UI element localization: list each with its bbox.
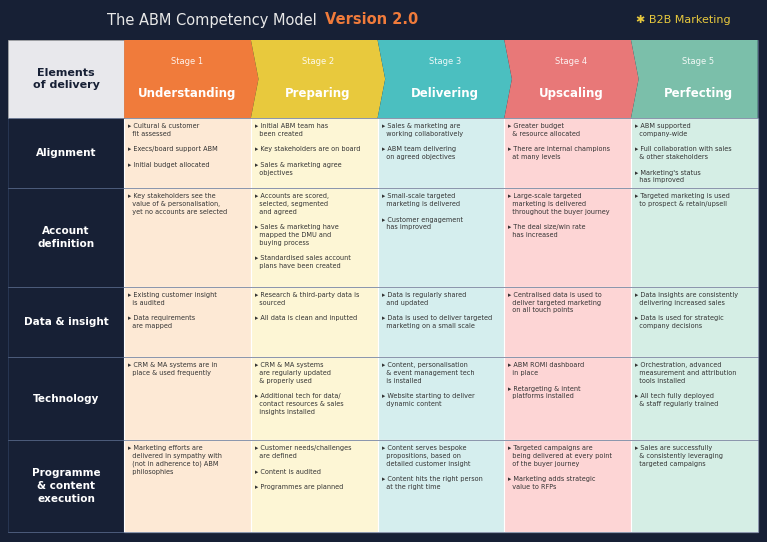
- Text: Preparing: Preparing: [285, 87, 351, 100]
- Bar: [8, 441, 124, 532]
- Text: Technology: Technology: [33, 394, 99, 404]
- Bar: [124, 357, 251, 441]
- Text: ▸ CRM & MA systems
  are regularly updated
  & properly used

▸ Additional tech : ▸ CRM & MA systems are regularly updated…: [255, 363, 344, 415]
- Text: Stage 4: Stage 4: [555, 57, 588, 66]
- Bar: [8, 189, 124, 287]
- Text: Data & insight: Data & insight: [24, 317, 108, 327]
- Text: Version 2.0: Version 2.0: [325, 12, 418, 28]
- Text: ▸ Targeted marketing is used
  to prospect & retain/upsell: ▸ Targeted marketing is used to prospect…: [635, 193, 730, 207]
- Text: Alignment: Alignment: [36, 148, 97, 158]
- Bar: [377, 189, 505, 287]
- Text: ▸ ABM ROMI dashboard
  in place

▸ Retargeting & intent
  platforms installed: ▸ ABM ROMI dashboard in place ▸ Retarget…: [509, 363, 584, 399]
- Bar: [251, 441, 377, 532]
- Text: ▸ Targeted campaigns are
  being delivered at every point
  of the buyer journey: ▸ Targeted campaigns are being delivered…: [509, 446, 612, 490]
- Bar: [124, 189, 251, 287]
- FancyBboxPatch shape: [8, 40, 124, 118]
- Text: Stage 1: Stage 1: [172, 57, 203, 66]
- Bar: [505, 189, 631, 287]
- Text: Stage 3: Stage 3: [429, 57, 461, 66]
- Bar: [377, 118, 505, 189]
- Bar: [631, 118, 758, 189]
- Text: ▸ Large-scale targeted
  marketing is delivered
  throughout the buyer journey

: ▸ Large-scale targeted marketing is deli…: [509, 193, 610, 238]
- Text: ▸ Orchestration, advanced
  measurement and attribution
  tools installed

▸ All: ▸ Orchestration, advanced measurement an…: [635, 363, 736, 407]
- Text: Delivering: Delivering: [411, 87, 479, 100]
- Bar: [631, 287, 758, 357]
- Bar: [377, 357, 505, 441]
- Text: ▸ Initial ABM team has
  been created

▸ Key stakeholders are on board

▸ Sales : ▸ Initial ABM team has been created ▸ Ke…: [255, 123, 360, 176]
- Text: Stage 2: Stage 2: [302, 57, 334, 66]
- Text: ▸ CRM & MA systems are in
  place & used frequently: ▸ CRM & MA systems are in place & used f…: [128, 363, 218, 376]
- Bar: [251, 287, 377, 357]
- Bar: [505, 118, 631, 189]
- Bar: [8, 287, 124, 357]
- Text: ▸ Existing customer insight
  is audited

▸ Data requirements
  are mapped: ▸ Existing customer insight is audited ▸…: [128, 292, 217, 329]
- Bar: [377, 441, 505, 532]
- Bar: [124, 118, 251, 189]
- Text: Programme
& content
execution: Programme & content execution: [31, 468, 100, 505]
- Bar: [124, 441, 251, 532]
- Bar: [631, 189, 758, 287]
- Text: ▸ Sales are successfully
  & consistently leveraging
  targeted campaigns: ▸ Sales are successfully & consistently …: [635, 446, 723, 467]
- Text: ▸ Marketing efforts are
  delivered in sympathy with
  (not in adherence to) ABM: ▸ Marketing efforts are delivered in sym…: [128, 446, 222, 475]
- Polygon shape: [377, 40, 512, 118]
- Polygon shape: [505, 40, 639, 118]
- Bar: [8, 357, 124, 441]
- Bar: [124, 287, 251, 357]
- Text: ▸ Sales & marketing are
  working collaboratively

▸ ABM team delivering
  on ag: ▸ Sales & marketing are working collabor…: [382, 123, 463, 160]
- Text: Stage 5: Stage 5: [682, 57, 714, 66]
- Text: ▸ Small-scale targeted
  marketing is delivered

▸ Customer engagement
  has imp: ▸ Small-scale targeted marketing is deli…: [382, 193, 463, 230]
- Polygon shape: [631, 40, 758, 118]
- Bar: [505, 441, 631, 532]
- Text: The ABM Competency Model: The ABM Competency Model: [107, 12, 321, 28]
- Text: ▸ Customer needs/challenges
  are defined

▸ Content is audited

▸ Programmes ar: ▸ Customer needs/challenges are defined …: [255, 446, 351, 490]
- Bar: [251, 357, 377, 441]
- Polygon shape: [251, 40, 385, 118]
- Text: ▸ ABM supported
  company-wide

▸ Full collaboration with sales
  & other stakeh: ▸ ABM supported company-wide ▸ Full coll…: [635, 123, 732, 183]
- Text: ▸ Data insights are consistently
  delivering increased sales

▸ Data is used fo: ▸ Data insights are consistently deliver…: [635, 292, 738, 329]
- Text: ▸ Research & third-party data is
  sourced

▸ All data is clean and inputted: ▸ Research & third-party data is sourced…: [255, 292, 359, 321]
- Text: ▸ Data is regularly shared
  and updated

▸ Data is used to deliver targeted
  m: ▸ Data is regularly shared and updated ▸…: [382, 292, 492, 329]
- Text: Perfecting: Perfecting: [663, 87, 732, 100]
- Bar: [505, 287, 631, 357]
- Bar: [0, 0, 765, 40]
- Text: ▸ Accounts are scored,
  selected, segmented
  and agreed

▸ Sales & marketing h: ▸ Accounts are scored, selected, segment…: [255, 193, 351, 269]
- Text: ▸ Key stakeholders see the
  value of & personalisation,
  yet no accounts are s: ▸ Key stakeholders see the value of & pe…: [128, 193, 228, 215]
- Text: ▸ Centralised data is used to
  deliver targeted marketing
  on all touch points: ▸ Centralised data is used to deliver ta…: [509, 292, 602, 313]
- Text: Account
definition: Account definition: [38, 226, 94, 249]
- Text: ▸ Content, personalisation
  & event management tech
  is installed

▸ Website s: ▸ Content, personalisation & event manag…: [382, 363, 474, 407]
- Bar: [631, 357, 758, 441]
- Polygon shape: [124, 40, 258, 118]
- Text: Understanding: Understanding: [138, 87, 237, 100]
- Bar: [377, 287, 505, 357]
- Bar: [505, 357, 631, 441]
- Bar: [8, 118, 124, 189]
- Text: ▸ Greater budget
  & resource allocated

▸ There are internal champions
  at man: ▸ Greater budget & resource allocated ▸ …: [509, 123, 611, 160]
- Bar: [251, 118, 377, 189]
- Text: Elements
of delivery: Elements of delivery: [33, 68, 100, 90]
- Bar: [251, 189, 377, 287]
- Bar: [631, 441, 758, 532]
- Text: ▸ Cultural & customer
  fit assessed

▸ Execs/board support ABM

▸ Initial budge: ▸ Cultural & customer fit assessed ▸ Exe…: [128, 123, 218, 168]
- Text: ▸ Content serves bespoke
  propositions, based on
  detailed customer insight

▸: ▸ Content serves bespoke propositions, b…: [382, 446, 482, 490]
- Text: ✱ B2B Marketing: ✱ B2B Marketing: [636, 15, 730, 25]
- Text: Upscaling: Upscaling: [539, 87, 604, 100]
